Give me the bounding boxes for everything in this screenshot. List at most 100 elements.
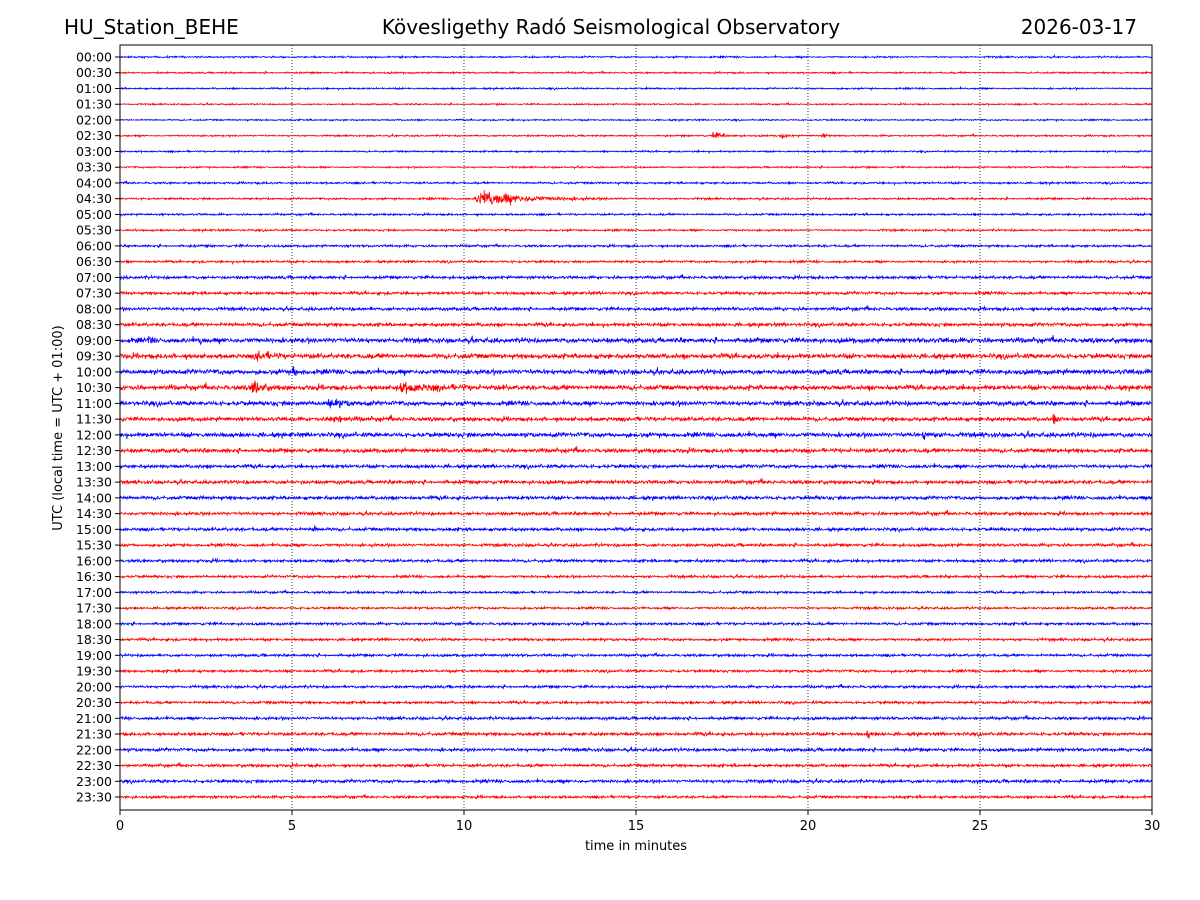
- y-tick-label: 05:00: [76, 207, 112, 222]
- trace-0530: [120, 227, 1153, 234]
- y-tick-label: 04:30: [76, 191, 112, 206]
- y-tick-label: 12:00: [76, 427, 112, 442]
- y-tick-label: 17:00: [76, 585, 112, 600]
- chart-title: Kövesligethy Radó Seismological Observat…: [381, 15, 841, 39]
- y-tick-label: 05:30: [76, 223, 112, 238]
- y-tick-label: 13:30: [76, 475, 112, 490]
- x-tick-label: 5: [288, 819, 296, 834]
- y-tick-label: 03:00: [76, 144, 112, 159]
- trace-0700: [119, 273, 1153, 281]
- x-tick-label: 25: [972, 819, 989, 834]
- y-tick-label: 14:30: [76, 506, 112, 521]
- y-tick-label: 02:30: [76, 128, 112, 143]
- trace-0130: [119, 101, 1153, 107]
- trace-1130: [119, 413, 1153, 424]
- y-tick-label: 14:00: [76, 490, 112, 505]
- chart-date: 2026-03-17: [1020, 15, 1137, 39]
- y-tick-label: 15:00: [76, 522, 112, 537]
- trace-0730: [119, 289, 1153, 297]
- trace-0630: [119, 258, 1153, 266]
- y-tick-label: 09:30: [76, 349, 112, 364]
- trace-2100: [120, 714, 1153, 722]
- trace-0600: [119, 242, 1153, 250]
- y-tick-label: 22:30: [76, 758, 112, 773]
- trace-0430: [119, 190, 1153, 206]
- trace-0500: [119, 211, 1153, 218]
- y-tick-label: 23:30: [76, 790, 112, 805]
- y-tick-label: 06:00: [76, 238, 112, 253]
- trace-1230: [120, 446, 1153, 455]
- y-tick-label: 16:30: [76, 569, 112, 584]
- y-tick-label: 22:00: [76, 742, 112, 757]
- y-tick-label: 18:30: [76, 632, 112, 647]
- trace-1730: [119, 605, 1153, 612]
- y-tick-label: 08:00: [76, 301, 112, 316]
- trace-0900: [119, 335, 1153, 346]
- y-tick-label: 04:00: [76, 175, 112, 190]
- y-tick-label: 21:30: [76, 727, 112, 742]
- trace-1830: [119, 636, 1153, 644]
- y-tick-label: 00:00: [76, 50, 112, 65]
- y-tick-label: 16:00: [76, 553, 112, 568]
- x-tick-label: 15: [628, 819, 645, 834]
- trace-2130: [119, 730, 1153, 739]
- x-tick-label: 10: [456, 819, 473, 834]
- y-tick-label: 07:00: [76, 270, 112, 285]
- trace-1030: [119, 380, 1153, 395]
- y-tick-label: 11:00: [76, 396, 112, 411]
- y-tick-label: 08:30: [76, 317, 112, 332]
- trace-1400: [119, 494, 1153, 502]
- trace-1630: [119, 573, 1153, 580]
- trace-2230: [119, 761, 1153, 769]
- y-tick-label: 17:30: [76, 601, 112, 616]
- trace-1000: [119, 366, 1153, 377]
- trace-0930: [119, 350, 1153, 362]
- y-tick-label: 20:00: [76, 679, 112, 694]
- y-tick-label: 07:30: [76, 286, 112, 301]
- trace-1430: [119, 509, 1153, 518]
- trace-0400: [119, 180, 1153, 187]
- y-tick-label: 15:30: [76, 538, 112, 553]
- y-tick-label: 23:00: [76, 774, 112, 789]
- y-tick-label: 13:00: [76, 459, 112, 474]
- trace-0100: [119, 85, 1153, 92]
- x-tick-label: 30: [1144, 819, 1161, 834]
- trace-1300: [119, 462, 1153, 471]
- trace-1100: [119, 398, 1153, 409]
- y-tick-label: 11:30: [76, 412, 112, 427]
- trace-1900: [119, 652, 1153, 659]
- y-tick-label: 18:00: [76, 616, 112, 631]
- trace-2330: [119, 793, 1153, 800]
- y-tick-label: 00:30: [76, 65, 112, 80]
- y-tick-label: 03:30: [76, 160, 112, 175]
- trace-0030: [119, 70, 1153, 76]
- y-tick-label: 20:30: [76, 695, 112, 710]
- trace-1500: [119, 525, 1153, 533]
- trace-1600: [120, 557, 1153, 565]
- trace-2300: [119, 777, 1153, 786]
- trace-0300: [120, 148, 1153, 155]
- y-axis-label: UTC (local time = UTC + 01:00): [51, 325, 66, 530]
- y-tick-label: 01:30: [76, 97, 112, 112]
- trace-1330: [119, 478, 1153, 486]
- y-tick-label: 10:30: [76, 380, 112, 395]
- trace-0000: [119, 53, 1153, 60]
- y-tick-label: 09:00: [76, 333, 112, 348]
- trace-0200: [120, 117, 1153, 123]
- trace-0800: [119, 305, 1153, 313]
- trace-2000: [119, 683, 1153, 691]
- trace-1800: [119, 620, 1153, 627]
- y-tick-label: 21:00: [76, 711, 112, 726]
- y-tick-label: 12:30: [76, 443, 112, 458]
- trace-1930: [119, 667, 1153, 675]
- trace-1200: [119, 430, 1153, 441]
- trace-0330: [119, 164, 1153, 170]
- trace-2030: [119, 699, 1153, 706]
- y-tick-label: 19:30: [76, 664, 112, 679]
- trace-1530: [120, 541, 1153, 549]
- x-axis-label: time in minutes: [585, 839, 687, 854]
- y-tick-label: 19:00: [76, 648, 112, 663]
- y-tick-label: 10:00: [76, 364, 112, 379]
- trace-0830: [119, 320, 1153, 329]
